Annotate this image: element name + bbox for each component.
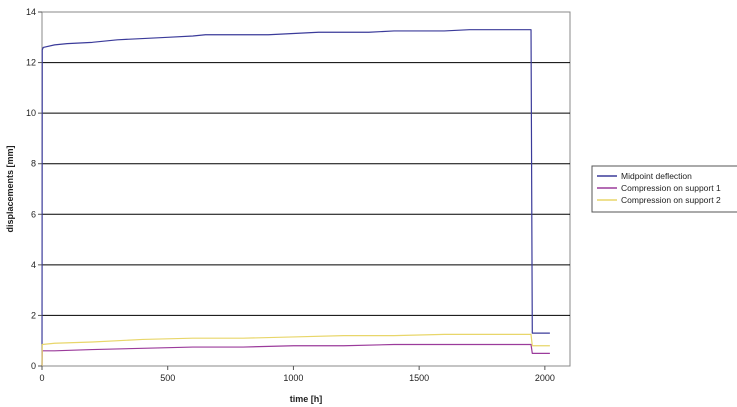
series-line-compression-on-support-2	[41, 333, 550, 367]
x-tick-label: 1500	[409, 373, 429, 383]
y-tick-label: 8	[31, 159, 36, 169]
y-axis-title: displacements [mm]	[5, 145, 15, 232]
gridlines	[42, 62, 570, 316]
y-tick-label: 14	[26, 7, 36, 17]
y-tick-label: 12	[26, 58, 36, 68]
x-axis-title: time [h]	[290, 394, 323, 404]
x-tick-label: 2000	[535, 373, 555, 383]
y-tick-label: 2	[31, 310, 36, 320]
legend: Midpoint deflection Compression on suppor…	[591, 165, 737, 213]
legend-label: Compression on support 1	[621, 183, 721, 193]
y-tick-label: 6	[31, 209, 36, 219]
x-axis-ticks: 0 500 1000 1500 2000	[39, 366, 555, 383]
y-tick-label: 10	[26, 108, 36, 118]
series-line-compression-on-support-1	[41, 343, 550, 367]
legend-label: Midpoint deflection	[621, 171, 692, 181]
legend-items: Midpoint deflection Compression on suppor…	[597, 171, 721, 205]
x-tick-label: 1000	[283, 373, 303, 383]
legend-label: Compression on support 2	[621, 195, 721, 205]
plot-area: 0 500 1000 1500 2000 0 2 4 6 8 10 12 14	[26, 7, 571, 383]
series-lines	[41, 29, 550, 367]
series-line-midpoint-deflection	[41, 29, 550, 367]
x-tick-label: 500	[160, 373, 175, 383]
legend-box	[591, 165, 737, 213]
x-tick-label: 0	[39, 373, 44, 383]
y-tick-label: 4	[31, 260, 36, 270]
y-axis-ticks: 0 2 4 6 8 10 12 14	[26, 7, 42, 371]
plot-background	[41, 11, 571, 367]
y-tick-label: 0	[31, 361, 36, 371]
